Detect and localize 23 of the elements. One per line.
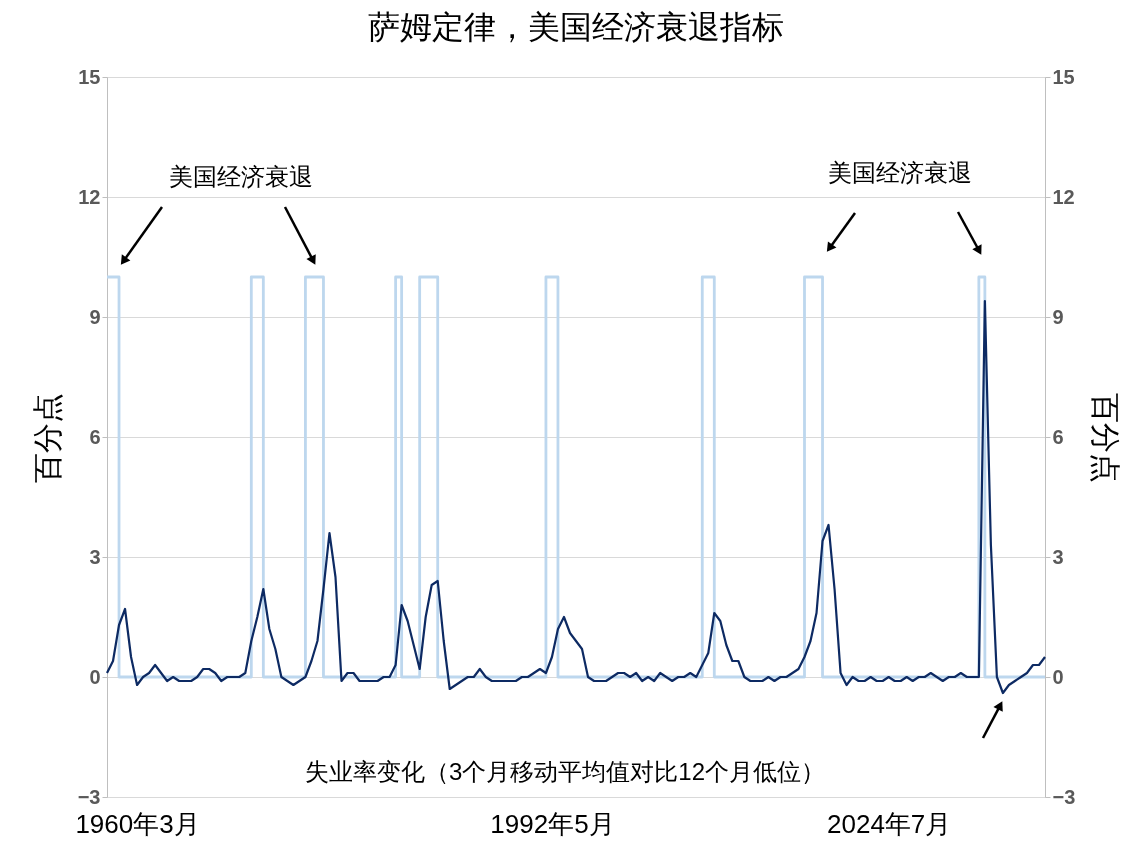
chart-title: 萨姆定律，美国经济衰退指标 <box>368 9 784 45</box>
x-tick-label: 1992年5月 <box>490 808 615 839</box>
x-tick-label: 2024年7月 <box>827 808 952 839</box>
y-tick-label: 0 <box>89 665 101 688</box>
y2-tick-label: 6 <box>1052 425 1064 448</box>
y2-tick-label: 3 <box>1052 545 1064 568</box>
y-tick-label: 15 <box>78 65 101 88</box>
y2-axis-title: 百分点 <box>1089 392 1123 483</box>
annotation: 美国经济衰退 <box>828 159 972 186</box>
annotation: 美国经济衰退 <box>169 163 313 190</box>
y2-tick-label: 15 <box>1052 65 1075 88</box>
y-tick-label: 6 <box>89 425 101 448</box>
x-tick-label: 1960年3月 <box>75 808 200 839</box>
y-tick-label: 9 <box>89 305 101 328</box>
y2-tick-label: 12 <box>1052 185 1075 208</box>
y-axis-title: 百分点 <box>30 392 64 483</box>
y-tick-label: −3 <box>77 785 101 808</box>
y2-tick-label: 9 <box>1052 305 1064 328</box>
y-tick-label: 3 <box>89 545 101 568</box>
annotation: 失业率变化（3个月移动平均值对比12个月低位） <box>304 758 826 785</box>
y-tick-label: 12 <box>78 185 101 208</box>
y2-tick-label: −3 <box>1052 785 1076 808</box>
y2-tick-label: 0 <box>1052 665 1064 688</box>
